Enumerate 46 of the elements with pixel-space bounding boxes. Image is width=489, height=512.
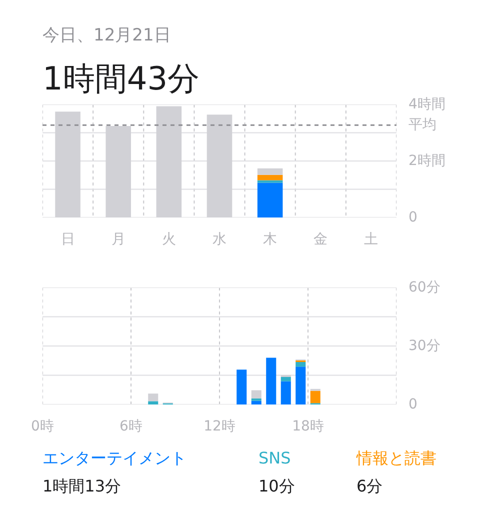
text: 10分 <box>258 476 295 496</box>
text: 6分 <box>356 476 383 496</box>
bar <box>206 114 232 218</box>
bar <box>251 400 262 404</box>
bar <box>257 168 283 175</box>
chart-title: 今日、12月21日 <box>42 26 171 46</box>
bar <box>148 401 158 404</box>
bar <box>310 390 320 404</box>
chart-subtitle: 1時間43分 <box>42 60 200 98</box>
y-tick-label: 0 <box>408 396 418 412</box>
y-tick-label: 30分 <box>408 338 440 354</box>
x-tick-label: 18時 <box>292 418 324 434</box>
bar <box>148 394 158 402</box>
x-tick-label: 0時 <box>31 418 54 434</box>
x-tick-label: 日 <box>60 232 75 248</box>
text: 情報と読書 <box>356 448 436 468</box>
x-tick-label: 12時 <box>204 418 236 434</box>
bar <box>257 180 283 183</box>
bar <box>106 126 131 218</box>
x-tick-label: 月 <box>111 232 126 248</box>
bar <box>257 182 283 218</box>
x-tick-label: 水 <box>212 232 226 248</box>
bar <box>257 174 283 180</box>
y-tick-label: 0 <box>408 210 418 226</box>
y-tick-label: 4時間 <box>408 96 446 112</box>
bar <box>156 106 182 218</box>
y-tick-label: 60分 <box>408 280 440 296</box>
bar <box>236 370 247 404</box>
ref-line-label: 平均 <box>408 117 436 134</box>
x-tick-label: 土 <box>364 232 378 248</box>
bar <box>251 398 262 401</box>
bar <box>296 366 306 404</box>
text: エンターテイメント <box>42 448 186 468</box>
x-tick-label: 火 <box>162 232 176 248</box>
bar <box>55 112 80 218</box>
text: 1時間13分 <box>42 476 122 496</box>
x-tick-label: 6時 <box>120 418 142 434</box>
text: SNS <box>258 448 291 468</box>
bar <box>251 390 262 398</box>
x-tick-label: 金 <box>314 232 328 248</box>
bar <box>296 362 306 367</box>
x-tick-label: 木 <box>263 232 278 248</box>
bar <box>266 358 276 404</box>
bar <box>280 377 291 382</box>
bar <box>280 381 291 404</box>
y-tick-label: 2時間 <box>408 153 446 169</box>
